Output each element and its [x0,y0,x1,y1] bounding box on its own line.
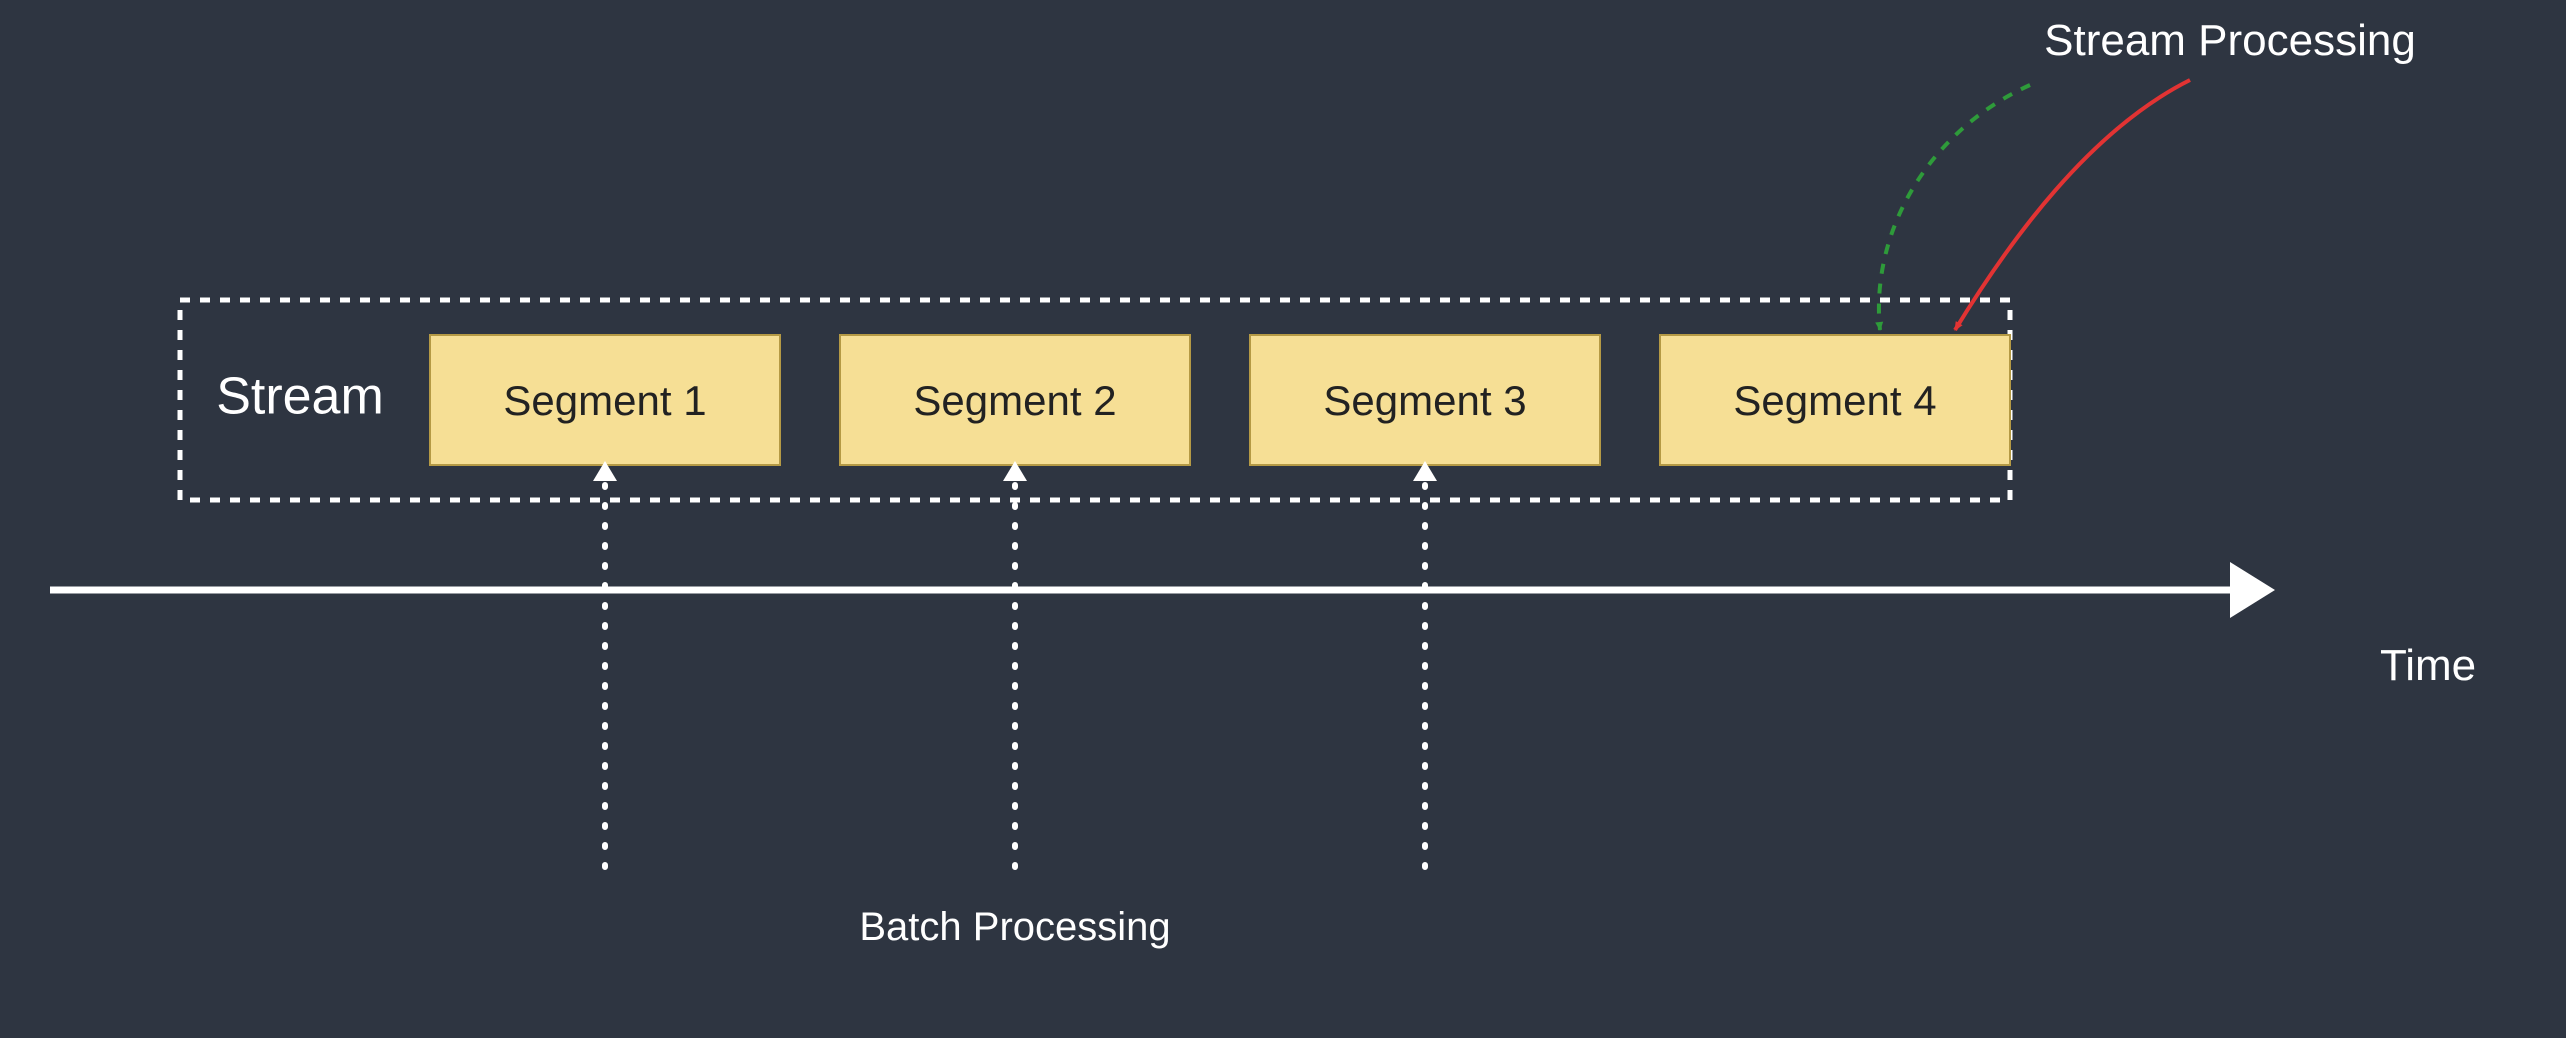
stream-processing-arrow-red [1955,80,2190,330]
stream-processing-label: Stream Processing [2044,16,2416,65]
time-axis-arrowhead [2230,562,2275,618]
segment-label-3: Segment 3 [1323,377,1526,424]
time-label: Time [2380,641,2476,690]
stream-label: Stream [216,368,384,426]
stream-processing-arrow-green [1879,85,2030,330]
segment-label-4: Segment 4 [1733,377,1936,424]
segment-label-2: Segment 2 [913,377,1116,424]
batch-processing-label: Batch Processing [859,905,1170,949]
segment-label-1: Segment 1 [503,377,706,424]
